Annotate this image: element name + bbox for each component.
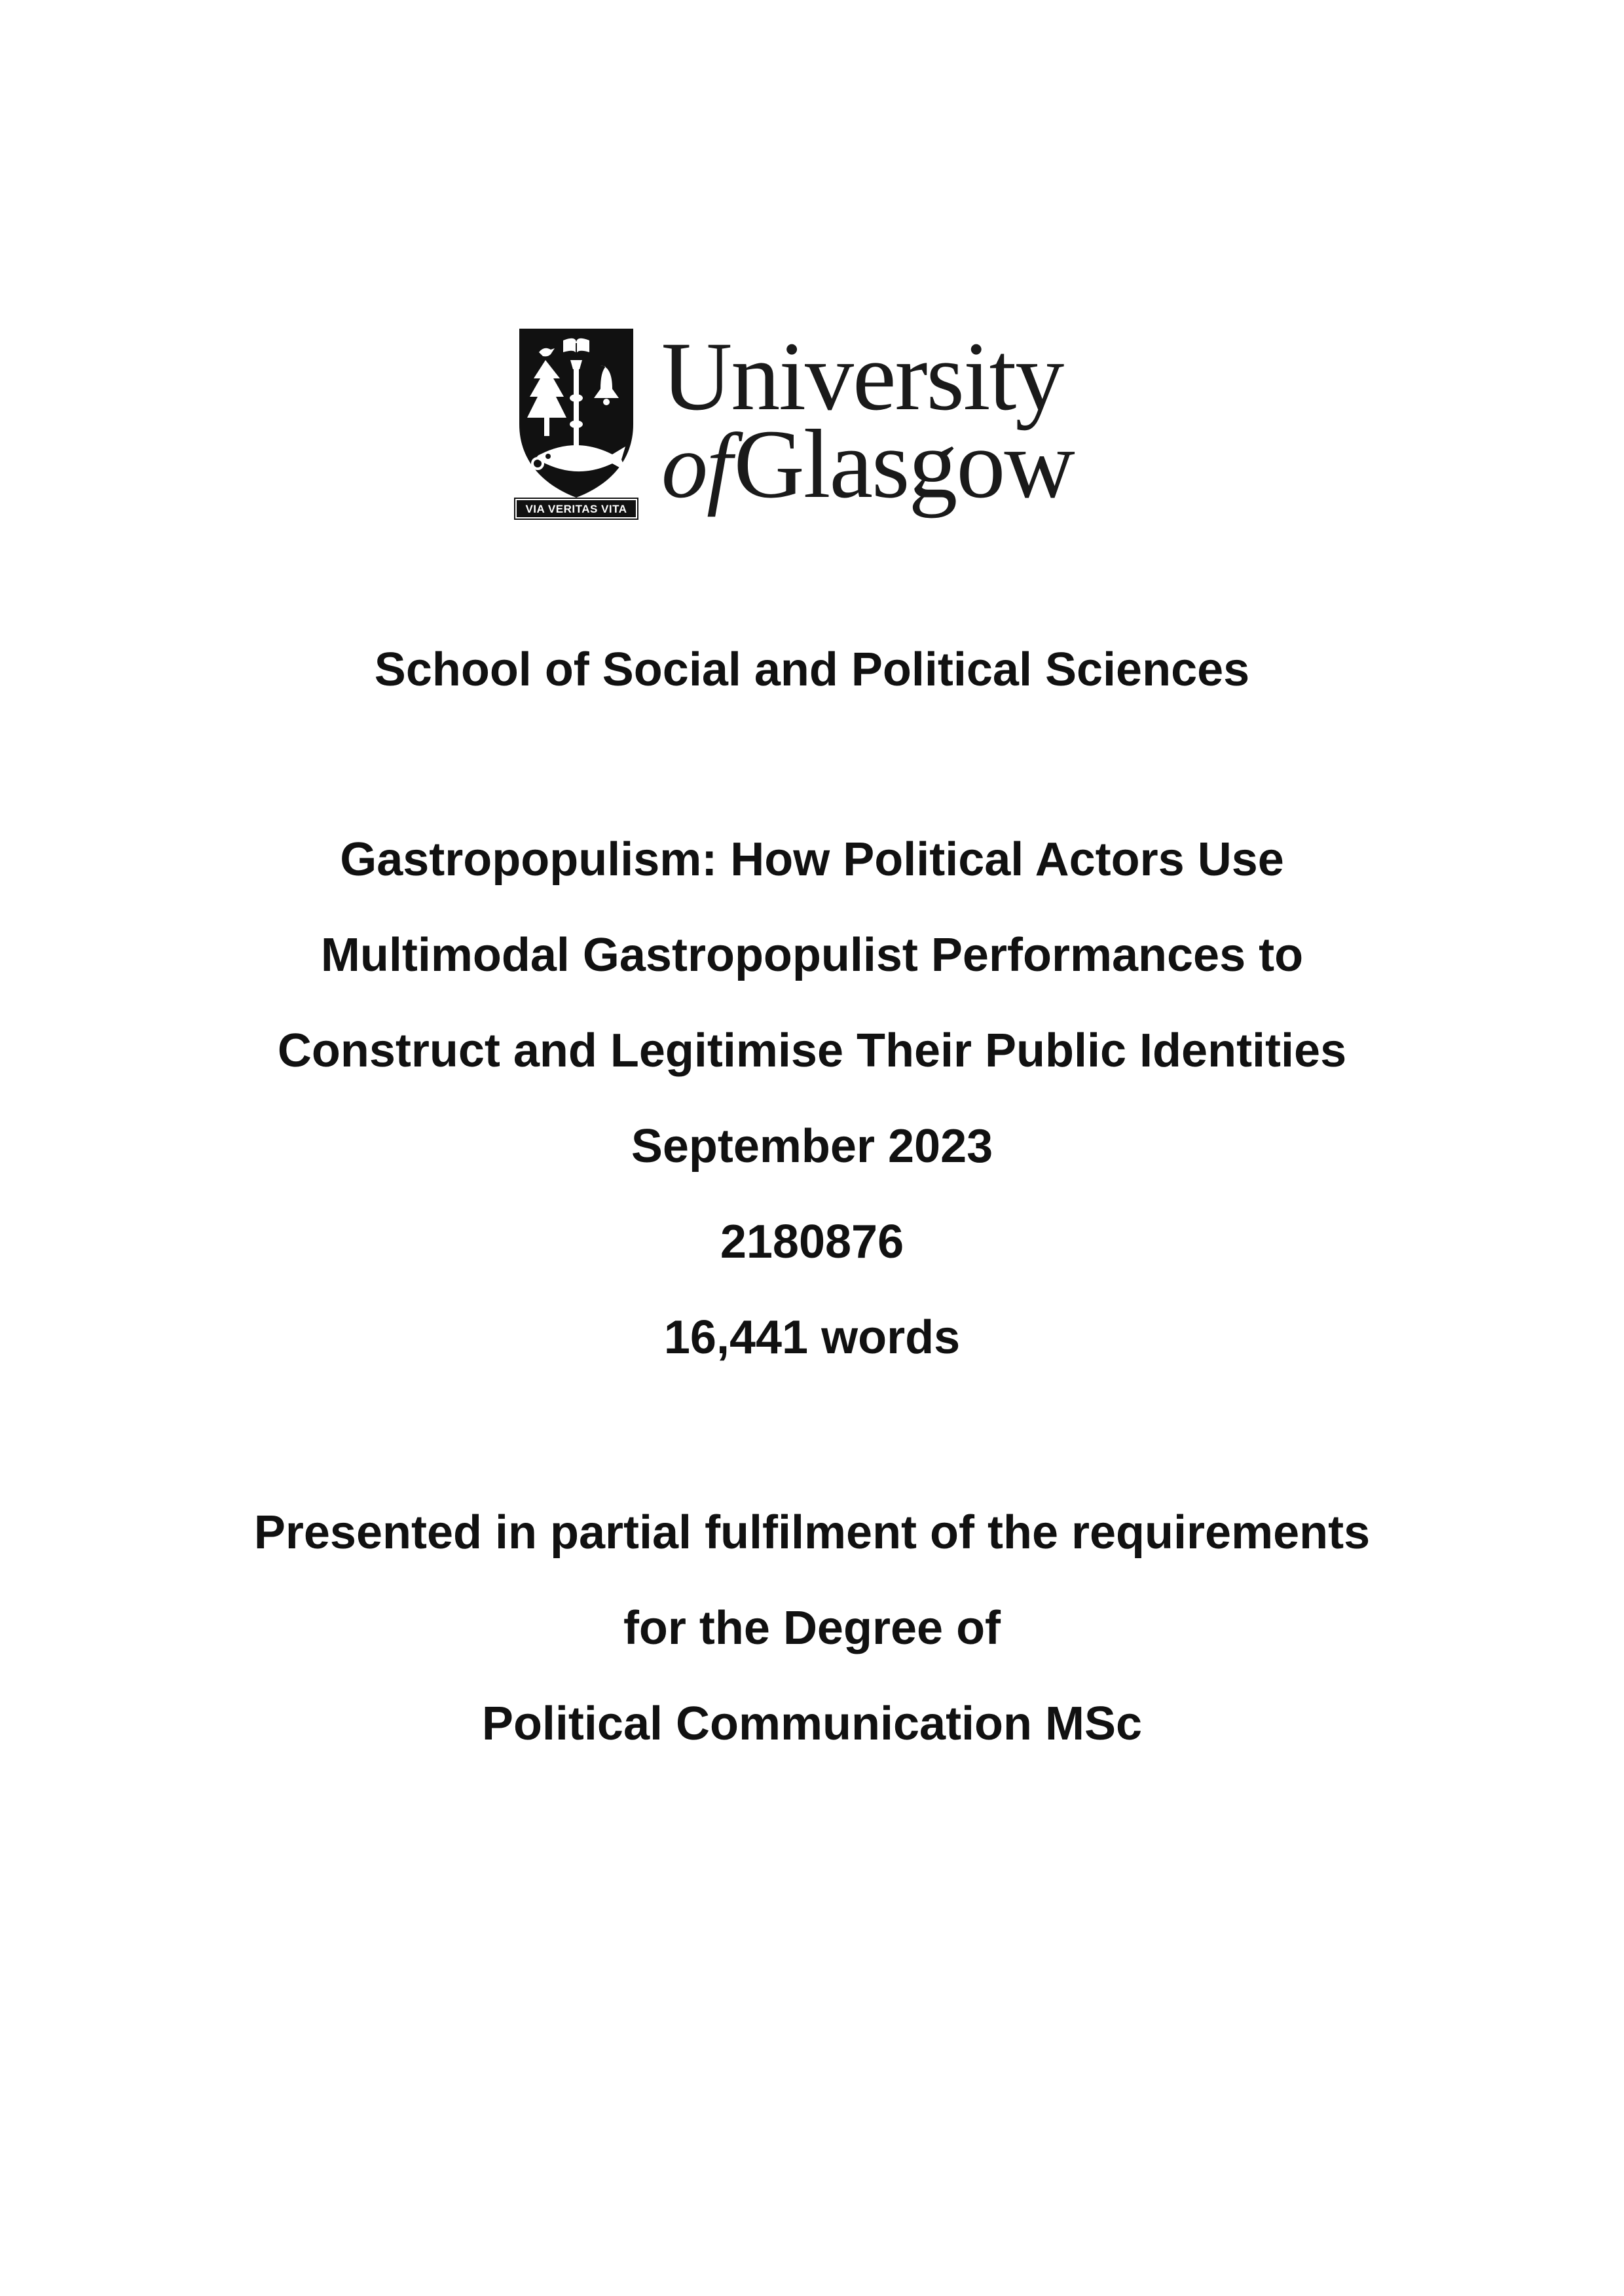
word-count: 16,441 words	[663, 1311, 961, 1364]
student-id: 2180876	[720, 1216, 904, 1268]
thesis-title-line-2: Multimodal Gastropopulist Performances t…	[320, 929, 1304, 981]
wordmark-line-university: University	[661, 322, 1064, 431]
degree-statement-line-1: Presented in partial fulfilment of the r…	[253, 1506, 1371, 1559]
university-logo: VIA VERITAS VITA University ofGlasgow	[514, 326, 1130, 522]
thesis-title-line-3: Construct and Legitimise Their Public Id…	[277, 1025, 1347, 1077]
wordmark-line-glasgow: ofGlasgow	[661, 415, 1075, 513]
school-name-block: School of Social and Political Sciences	[131, 622, 1493, 718]
degree-statement-line-2: for the Degree of	[623, 1602, 1001, 1654]
submission-date: September 2023	[631, 1120, 993, 1173]
wordmark-of: of	[661, 414, 732, 517]
degree-statement-block: Presented in partial fulfilment of the r…	[131, 1485, 1493, 1772]
thesis-title-block: Gastropopulism: How Political Actors Use…	[131, 812, 1493, 1385]
crest-motto: VIA VERITAS VITA	[525, 503, 627, 515]
degree-statement-line-3: Political Communication MSc	[481, 1698, 1143, 1750]
wordmark-glasgow: Glasgow	[733, 410, 1075, 519]
university-crest-icon: VIA VERITAS VITA	[514, 326, 638, 522]
school-name: School of Social and Political Sciences	[374, 644, 1250, 696]
thesis-title-line-1: Gastropopulism: How Political Actors Use	[340, 833, 1284, 886]
